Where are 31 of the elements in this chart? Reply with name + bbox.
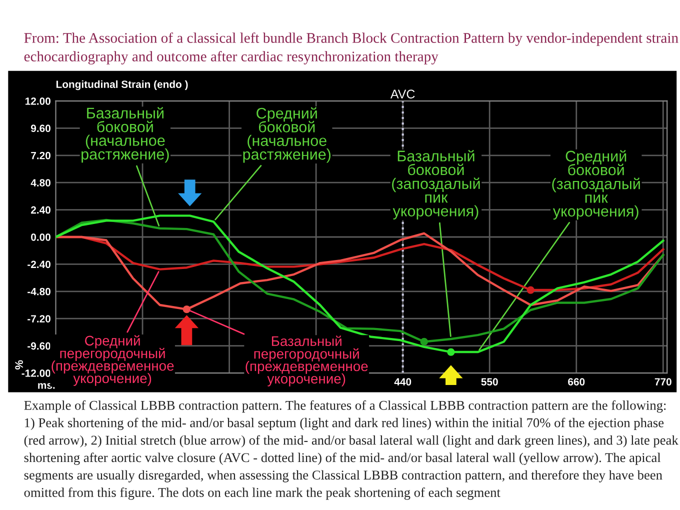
y-tick-label: 2.40 <box>30 206 50 214</box>
annotation: Базальный боковой (начальное растяжение) <box>82 107 169 163</box>
y-tick-label: 4.80 <box>30 179 50 186</box>
x-tick-label: 770 <box>654 378 672 386</box>
chart-title: From: The Association of a classical left bundle Branch Block Contraction Pattern by vendor-independent strain echocardiography and outcome after cardiac resynchronization therapy <box>24 32 678 64</box>
chart-subtitle: Longitudinal Strain (endo ) <box>56 80 188 90</box>
point <box>420 338 428 346</box>
ref-line-label: AVC <box>390 90 415 99</box>
x-tick-label: 550 <box>481 378 498 386</box>
y-tick-label: -4.80 <box>28 288 50 296</box>
annotation: Средний перегородочный (преждевременное укорочение) <box>52 335 174 386</box>
annotation: Базальный перегородочный (преждевременное укорочение) <box>246 336 368 386</box>
y-tick-label: 9.60 <box>30 124 50 132</box>
x-axis-title: ms. <box>38 383 55 389</box>
x-tick-label: 660 <box>568 378 585 386</box>
y-axis-title: % <box>15 360 23 370</box>
annotation: Базальный боковой (запоздалый пик укорочения) <box>392 150 480 220</box>
y-tick-label: -9.60 <box>28 342 50 350</box>
y-tick-label: 12.00 <box>25 97 50 105</box>
annotation: Средний боковой (запоздалый пик укорочения) <box>552 150 640 220</box>
point <box>526 286 534 294</box>
y-tick-label: -2.40 <box>28 260 50 268</box>
text: Example of Classical LBBB contraction pattern. The features of a Classical LBBB contraction pattern are the following: 1) Peak shortening of the mid- and/or basal septum (light and dark red lines) within the initial 70% of the ejection phase (red arrow), 2) Initial stretch (blue arrow) of the mid- and/or basal lateral wall (light and dark green lines), and 3) late peak shortening after aortic valve closure (AVC - dotted line) of the mid- and/or basal lateral wall (yellow arrow). The apical segments are usually disregarded, when assessing the Classical LBBB contraction pattern, and therefore they have been omitted from this figure. The dots on each line mark the peak shortening of each segment <box>24 400 678 500</box>
y-tick-label: -12.00 <box>22 370 50 377</box>
annotation: Средний боковой (начальное растяжение) <box>243 107 331 163</box>
point <box>182 306 191 314</box>
y-tick-label: 0.00 <box>31 234 50 241</box>
x-tick-label: 440 <box>394 378 412 386</box>
y-tick-label: 7.20 <box>31 152 50 160</box>
point <box>447 348 455 356</box>
y-tick-label: -7.20 <box>28 315 50 322</box>
